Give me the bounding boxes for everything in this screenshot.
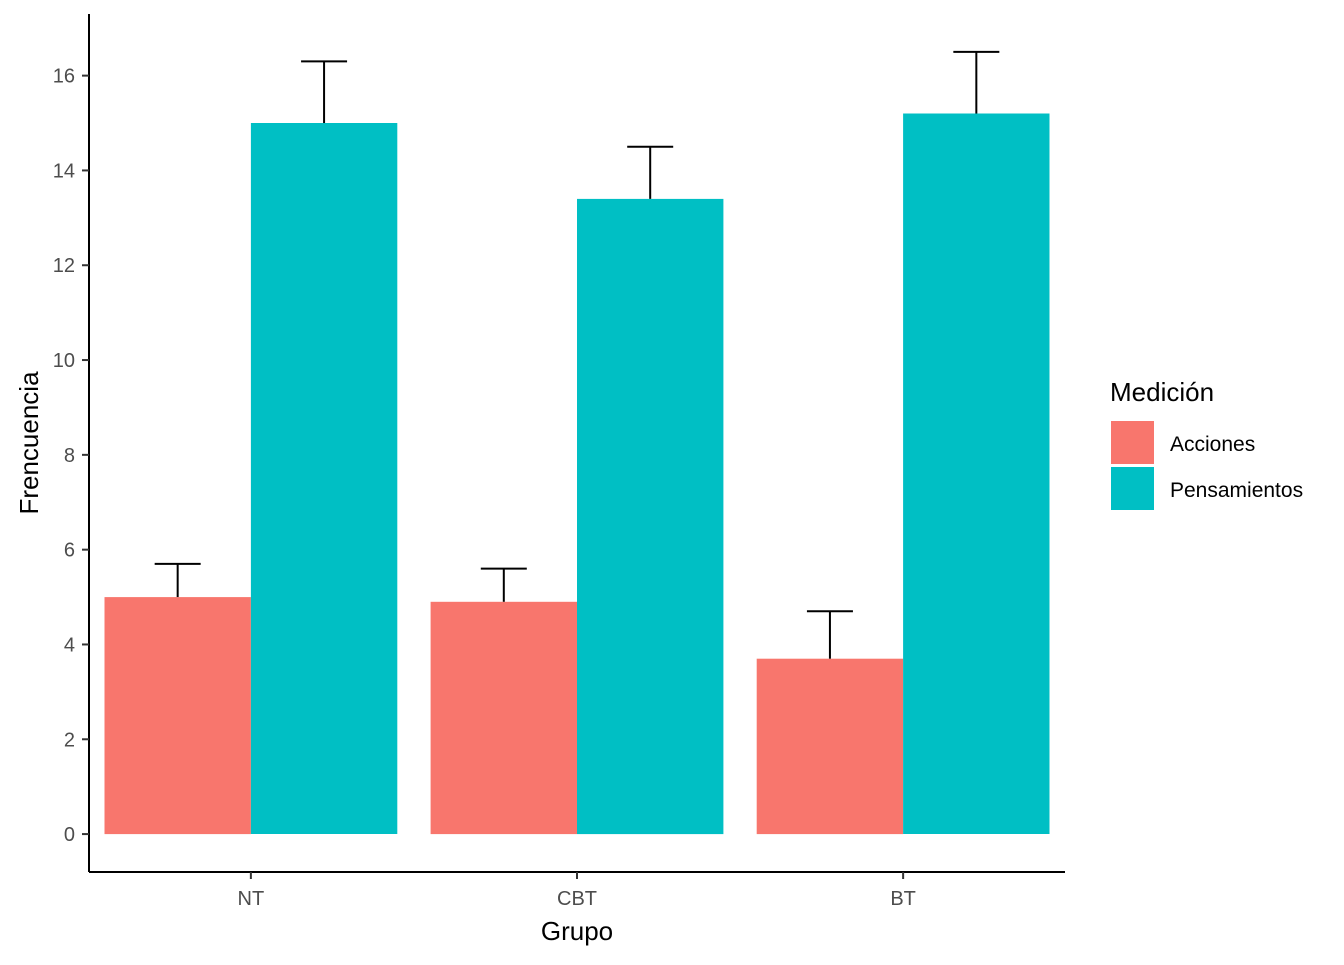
bar-bt-pensamientos <box>903 113 1050 834</box>
legend-key-pensamientos <box>1111 467 1154 510</box>
y-tick-label: 4 <box>64 634 75 656</box>
y-tick-label: 12 <box>53 255 75 277</box>
errorbar-cbt-acciones <box>480 567 527 602</box>
y-tick-label: 0 <box>64 824 75 846</box>
legend-title: Medición <box>1110 377 1214 407</box>
y-tick-label: 6 <box>64 540 75 562</box>
errorbar-bt-acciones <box>806 610 853 659</box>
bar-nt-acciones <box>104 597 251 835</box>
errorbar-nt-acciones <box>154 562 201 598</box>
legend-key-acciones <box>1111 421 1154 464</box>
x-tick-label-cbt: CBT <box>557 888 597 910</box>
x-tick-label-nt: NT <box>238 888 265 910</box>
bar-bt-acciones <box>756 658 904 835</box>
y-tick-label: 14 <box>53 160 75 182</box>
errorbar-cbt-pensamientos <box>627 145 674 199</box>
errorbar-bt-pensamientos <box>953 50 1000 114</box>
y-tick-label: 8 <box>64 445 75 467</box>
y-axis-title: Frencuencia <box>14 371 44 515</box>
errorbar-nt-pensamientos <box>301 60 348 124</box>
bar-cbt-acciones <box>430 601 577 835</box>
bars-layer <box>104 113 1050 835</box>
y-axis-ticks: 0 2 4 6 8 10 12 14 16 <box>53 66 89 846</box>
x-axis-ticks: NT CBT BT <box>238 872 916 910</box>
x-tick-label-bt: BT <box>890 888 916 910</box>
legend: Medición Acciones Pensamientos <box>1110 377 1303 510</box>
legend-label-acciones: Acciones <box>1170 433 1255 456</box>
legend-label-pensamientos: Pensamientos <box>1170 479 1303 502</box>
y-tick-label: 16 <box>53 66 75 88</box>
errorbars-layer <box>154 50 1000 659</box>
y-tick-label: 10 <box>53 350 75 372</box>
bar-cbt-pensamientos <box>577 198 724 835</box>
y-tick-label: 2 <box>64 729 75 751</box>
x-axis-title: Grupo <box>541 916 613 946</box>
legend-items: Acciones Pensamientos <box>1111 421 1303 510</box>
bar-nt-pensamientos <box>250 123 398 834</box>
